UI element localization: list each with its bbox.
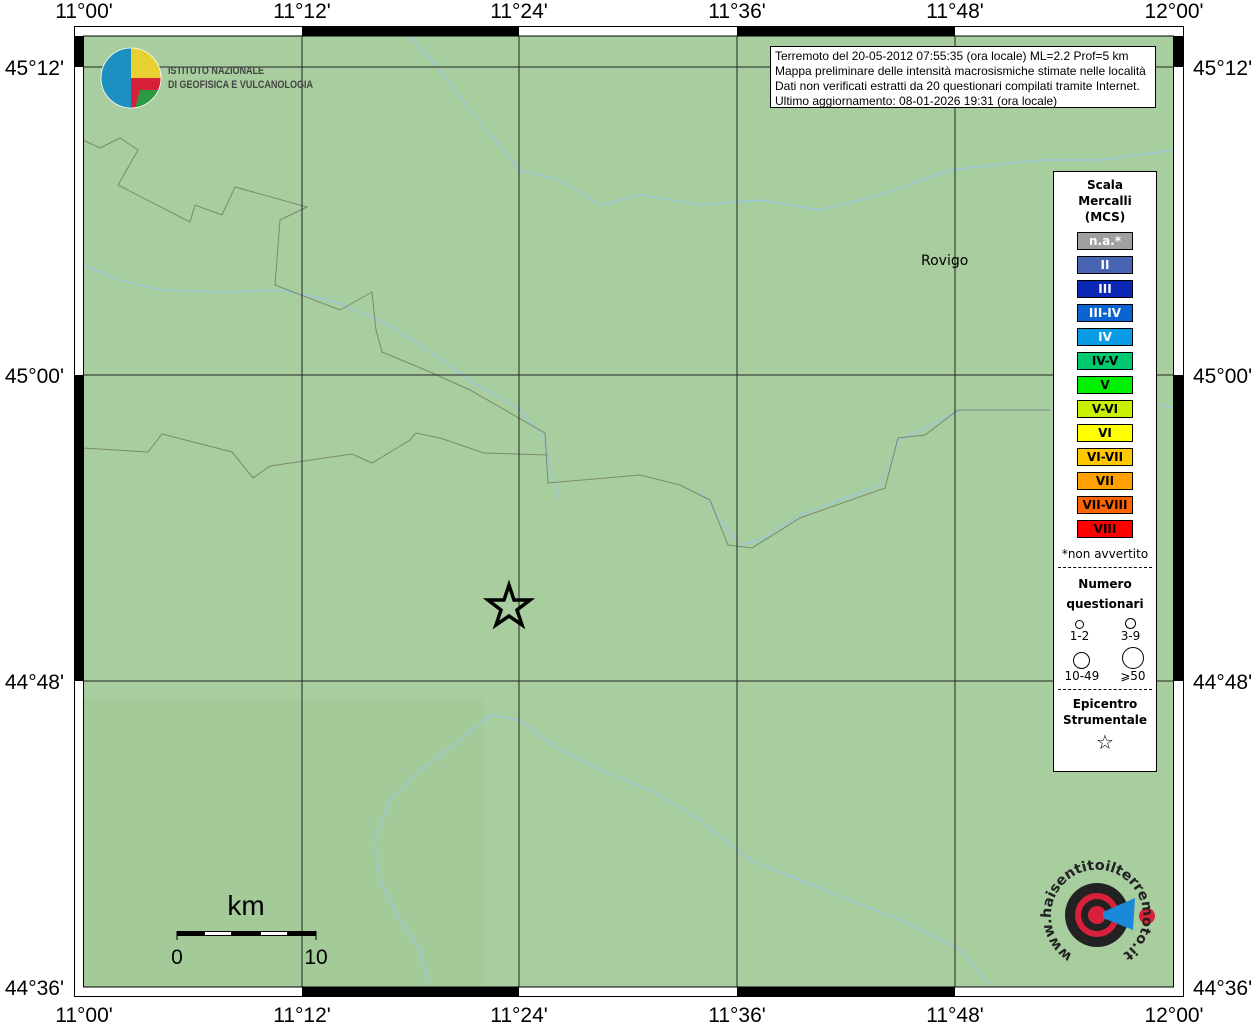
q-label: 3-9 — [1120, 629, 1141, 643]
legend-title: Mercalli — [1078, 194, 1132, 208]
lat-label: 44°48' — [5, 671, 64, 694]
intensity-swatch: n.a.* — [1077, 232, 1133, 250]
lat-label: 45°12' — [5, 57, 64, 80]
lon-label: 11°36' — [708, 0, 766, 23]
circle-small-icon — [1074, 620, 1084, 629]
lat-label: 44°36' — [5, 977, 64, 1000]
legend-note: *non avvertito — [1061, 547, 1149, 561]
intensity-swatch: II — [1077, 256, 1133, 274]
scale-max: 10 — [304, 946, 327, 969]
intensity-swatch: III-IV — [1077, 304, 1133, 322]
epicenter-title: Epicentro — [1072, 697, 1138, 711]
lon-label: 11°12' — [273, 0, 331, 23]
lon-label: 11°36' — [708, 1004, 766, 1024]
lat-label: 44°48' — [1193, 671, 1252, 694]
lon-label: 11°48' — [926, 1004, 984, 1024]
ingv-globe-icon — [100, 47, 162, 109]
legend: Scala Mercalli (MCS) n.a.* II III III-IV IV I… — [1053, 171, 1157, 772]
epicenter-title: Strumentale — [1062, 713, 1148, 727]
questionnaire-sizes: 10-49 ⩾50 — [1054, 647, 1156, 683]
epicenter-star-icon — [482, 579, 536, 630]
ingv-line2: DI GEOFISICA E VULCANOLOGIA — [168, 79, 313, 91]
legend-title: Scala — [1086, 178, 1124, 192]
city-label-rovigo: Rovigo — [921, 253, 968, 269]
q-label: 10-49 — [1064, 669, 1100, 683]
lat-label: 45°00' — [1193, 365, 1252, 388]
questionnaire-title: Numero — [1078, 577, 1132, 591]
intensity-swatch: III — [1077, 280, 1133, 298]
intensity-swatch: VI-VII — [1077, 448, 1133, 466]
lon-label: 11°24' — [490, 0, 548, 23]
intensity-swatch: V — [1077, 376, 1133, 394]
intensity-swatch: VI — [1077, 424, 1133, 442]
circle-xlarge-icon — [1121, 647, 1144, 669]
intensity-swatch: IV — [1077, 328, 1133, 346]
intensity-swatch: V-VI — [1077, 400, 1133, 418]
lon-label: 11°00' — [55, 0, 113, 23]
graticule — [83, 36, 1174, 987]
intensity-scale: n.a.* II III III-IV IV IV-V V V-VI VI VI-VII VII VI… — [1054, 232, 1156, 538]
intensity-swatch: VII — [1077, 472, 1133, 490]
questionnaire-title: questionari — [1066, 597, 1144, 611]
lat-label: 44°36' — [1193, 977, 1252, 1000]
ingv-line1: ISTITUTO NAZIONALE — [168, 65, 265, 77]
circle-medium-icon — [1124, 618, 1136, 629]
lon-label: 11°24' — [490, 1004, 548, 1024]
scale-unit: km — [227, 890, 264, 921]
circle-large-icon — [1073, 652, 1091, 669]
lat-label: 45°00' — [5, 365, 64, 388]
map-frame — [74, 26, 1184, 997]
info-line: Ultimo aggiornamento: 08-01-2026 19:31 (… — [775, 94, 1058, 108]
q-label: 1-2 — [1069, 629, 1090, 643]
intensity-swatch: VII-VIII — [1077, 496, 1133, 514]
epicenter-star-legend-icon: ☆ — [1096, 730, 1114, 754]
lon-label: 11°12' — [273, 1004, 331, 1024]
lon-label: 12°00' — [1144, 1004, 1203, 1024]
intensity-swatch: VIII — [1077, 520, 1133, 538]
event-info-box: Terremoto del 20-05-2012 07:55:35 (ora l… — [770, 46, 1156, 108]
hsit-logo-icon — [1065, 883, 1155, 947]
info-line: Mappa preliminare delle intensità macros… — [775, 64, 1146, 78]
info-line: Terremoto del 20-05-2012 07:55:35 (ora l… — [775, 49, 1129, 63]
admin-borders — [82, 137, 1050, 549]
scale-bar — [176, 931, 317, 940]
legend-title: (MCS) — [1084, 210, 1126, 224]
scale-min: 0 — [171, 946, 183, 969]
questionnaire-sizes: 1-2 3-9 — [1054, 618, 1156, 643]
lon-label: 11°48' — [926, 0, 984, 23]
q-label: ⩾50 — [1120, 669, 1146, 683]
lon-label: 11°00' — [55, 1004, 113, 1024]
info-line: Dati non verificati estratti da 20 quest… — [775, 79, 1140, 93]
ingv-logo-text: ISTITUTO NAZIONALE DI GEOFISICA E VULCAN… — [168, 64, 313, 92]
lon-label: 12°00' — [1144, 0, 1203, 23]
intensity-swatch: IV-V — [1077, 352, 1133, 370]
lat-label: 45°12' — [1193, 57, 1252, 80]
